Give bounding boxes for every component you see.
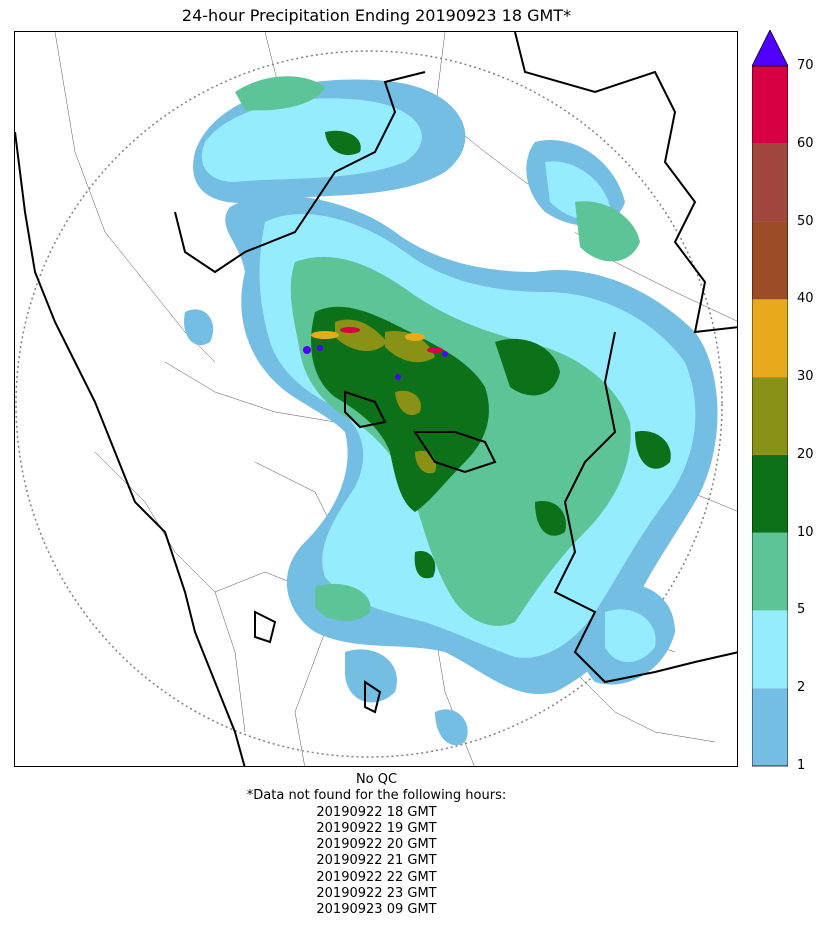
colorbar-segments [752, 66, 788, 766]
missing-data-header: *Data not found for the following hours: [246, 788, 507, 804]
colorbar-tick-label: 60 [797, 135, 814, 151]
colorbar-segment [752, 688, 788, 766]
colorbar-segment [752, 143, 788, 222]
qc-note: No QC [355, 772, 398, 787]
colorbar-segment [752, 454, 788, 533]
colorbar-segment [752, 221, 788, 300]
missing-hour: 20190922 20 GMT [316, 837, 437, 853]
radar-map [14, 31, 738, 767]
colorbar-outline [752, 65, 788, 767]
colorbar-tick-label: 5 [797, 602, 806, 618]
colorbar-tick-label: 20 [797, 446, 814, 462]
precip-band-30-plus [303, 327, 448, 380]
missing-hour: 20190923 09 GMT [316, 902, 437, 918]
colorbar-segment [752, 610, 788, 689]
precip-band-20-30 [335, 319, 437, 474]
colorbar-segment [752, 377, 788, 455]
state-boundaries [15, 32, 737, 766]
missing-hour: 20190922 21 GMT [316, 853, 437, 869]
colorbar-tick-label: 1 [797, 758, 806, 773]
colorbar-extend-arrow [752, 30, 788, 67]
colorbar-segment [752, 66, 788, 144]
footer-notes: No QC *Data not found for the following … [14, 772, 739, 919]
colorbar-tick-label: 50 [797, 213, 814, 229]
colorbar-tick-label: 70 [797, 58, 814, 73]
colorbar-segment [752, 299, 788, 378]
colorbar-tick-label: 2 [797, 680, 806, 696]
colorbar-segment [752, 532, 788, 611]
precipitation-colorbar [752, 30, 788, 767]
missing-hour: 20190922 18 GMT [316, 804, 437, 820]
missing-hour: 20190922 23 GMT [316, 886, 437, 902]
colorbar-tick-label: 30 [797, 369, 814, 385]
precip-band-10-20 [311, 130, 671, 579]
colorbar-tick-label: 10 [797, 524, 814, 540]
missing-hour: 20190922 22 GMT [316, 869, 437, 885]
missing-hour: 20190922 19 GMT [316, 820, 437, 836]
radar-range-ring [15, 50, 723, 758]
precipitation-map-svg [15, 32, 737, 766]
map-title: 24-hour Precipitation Ending 20190923 18… [181, 6, 572, 25]
colorbar-tick-label: 40 [797, 291, 814, 307]
